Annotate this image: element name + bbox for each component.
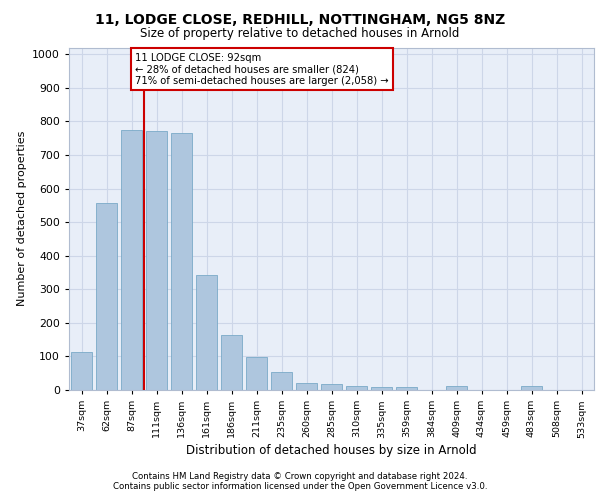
Bar (396, 386, 417, 390)
Bar (221, 336, 242, 390)
Y-axis label: Number of detached properties: Number of detached properties (17, 131, 26, 306)
Bar (371, 386, 392, 390)
Bar (271, 372, 292, 390)
Bar (321, 384, 342, 390)
Bar (71, 352, 92, 390)
Text: Contains HM Land Registry data © Crown copyright and database right 2024.: Contains HM Land Registry data © Crown c… (132, 472, 468, 481)
Text: Contains public sector information licensed under the Open Government Licence v3: Contains public sector information licen… (113, 482, 487, 491)
Bar (521, 386, 542, 390)
Bar (296, 384, 317, 390)
Bar (446, 386, 467, 390)
X-axis label: Distribution of detached houses by size in Arnold: Distribution of detached houses by size … (186, 444, 477, 458)
Text: 11 LODGE CLOSE: 92sqm
← 28% of detached houses are smaller (824)
71% of semi-det: 11 LODGE CLOSE: 92sqm ← 28% of detached … (135, 52, 389, 86)
Bar (121, 130, 142, 390)
Bar (171, 133, 192, 390)
Bar (346, 386, 367, 390)
Bar (196, 275, 217, 390)
Bar (146, 132, 167, 390)
Text: 11, LODGE CLOSE, REDHILL, NOTTINGHAM, NG5 8NZ: 11, LODGE CLOSE, REDHILL, NOTTINGHAM, NG… (95, 12, 505, 26)
Text: Size of property relative to detached houses in Arnold: Size of property relative to detached ho… (140, 28, 460, 40)
Bar (246, 357, 267, 390)
Bar (96, 203, 117, 390)
